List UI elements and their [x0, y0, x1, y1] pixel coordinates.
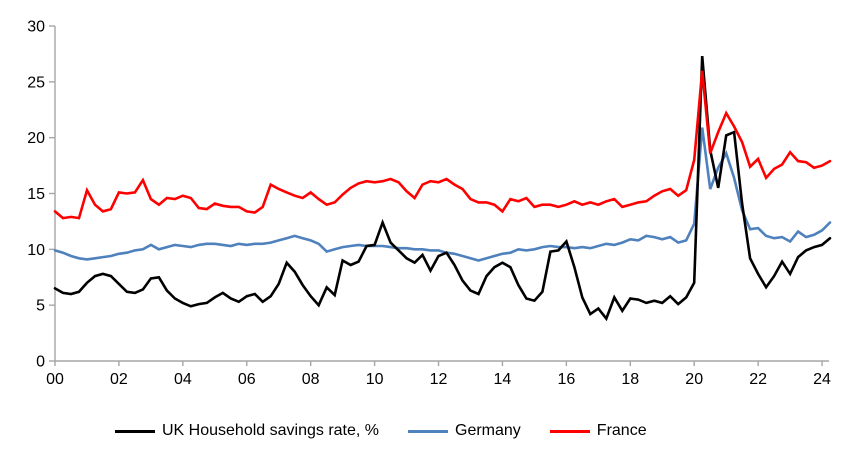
- y-axis-tick-label: 0: [36, 354, 45, 371]
- x-axis-tick-label: 24: [813, 371, 831, 388]
- legend-label-germany: Germany: [455, 422, 521, 439]
- x-axis-tick-label: 06: [238, 371, 256, 388]
- legend-item-germany: Germany: [408, 422, 521, 440]
- legend-swatch-france: [549, 429, 590, 433]
- legend-label-france: France: [596, 422, 647, 439]
- chart-plot-area: 0 5 10 15 20 25 30 00 02 04 06 08 10 12 14 16 18 20 22 24: [27, 19, 832, 388]
- legend-swatch-uk: [115, 429, 155, 433]
- y-axis-tick-label: 20: [27, 130, 45, 147]
- series-germany-line: [53, 127, 832, 262]
- x-axis-tick-label: 20: [685, 371, 703, 388]
- x-axis-tick-label: 16: [557, 371, 575, 388]
- x-axis-tick-label: 00: [46, 371, 64, 388]
- x-axis-tick-label: 14: [494, 371, 512, 388]
- legend-label-uk: UK Household savings rate, %: [162, 422, 379, 439]
- legend-item-france: France: [549, 422, 647, 440]
- y-axis-tick-label: 30: [27, 19, 45, 36]
- legend-swatch-germany: [408, 429, 448, 433]
- y-axis-tick-label: 15: [27, 186, 45, 203]
- y-axis-tick-label: 25: [27, 74, 45, 91]
- x-axis-tick-label: 08: [302, 371, 320, 388]
- x-axis-tick-label: 10: [366, 371, 384, 388]
- x-axis-tick-label: 04: [174, 371, 192, 388]
- series-france-line: [53, 70, 832, 220]
- x-axis-tick-label: 12: [430, 371, 448, 388]
- series-uk-line: [53, 55, 832, 322]
- y-axis-tick-label: 5: [36, 298, 45, 315]
- y-axis-tick-label: 10: [27, 242, 45, 259]
- chart-legend: UK Household savings rate, % Germany Fra…: [115, 422, 852, 440]
- x-axis-tick-label: 02: [110, 371, 128, 388]
- x-axis-tick-label: 18: [621, 371, 639, 388]
- x-axis-tick-label: 22: [749, 371, 767, 388]
- legend-item-uk: UK Household savings rate, %: [115, 422, 379, 440]
